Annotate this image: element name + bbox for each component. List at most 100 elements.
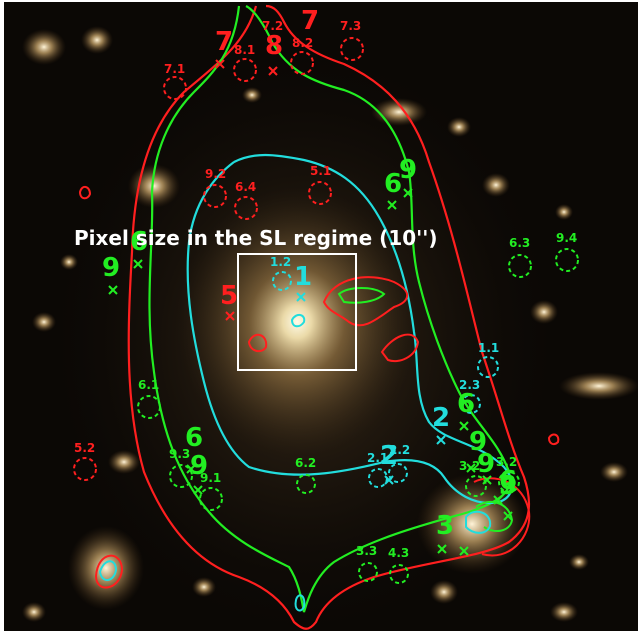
label-6-2: 6.2 xyxy=(295,456,316,470)
galaxy-c xyxy=(242,87,262,103)
x-markers xyxy=(108,59,513,556)
x-marker-green-9se xyxy=(466,463,476,473)
big-label-9-south: 9 xyxy=(190,451,208,481)
label-5-1: 5.1 xyxy=(310,164,331,178)
big-label-9-se: 9 xyxy=(477,449,495,479)
galaxy-c3 xyxy=(60,254,78,270)
label-2-1: 2.1 xyxy=(367,451,388,465)
label-3-2b: 3.2 xyxy=(496,455,517,469)
red-e-contour xyxy=(547,433,560,446)
galaxy-nw xyxy=(22,29,66,65)
galaxy-sw xyxy=(68,526,144,610)
galaxy-w2 xyxy=(32,312,56,332)
big-label-7-right: 7 xyxy=(301,6,319,36)
label-4-3: 4.3 xyxy=(388,546,409,560)
label-9-1: 9.1 xyxy=(200,471,221,485)
cyan-critical-curve xyxy=(186,153,513,505)
x-marker-red-8 xyxy=(268,66,278,76)
galaxy-w3 xyxy=(108,450,140,474)
circle-7-1 xyxy=(163,76,187,100)
label-7-2: 7.2 xyxy=(262,19,283,33)
x-marker-green-3d xyxy=(503,511,513,521)
green-inner-contour xyxy=(337,287,386,304)
big-label-6-se: 6 xyxy=(499,466,517,496)
circle-3-2b xyxy=(498,471,520,493)
cluster-image: 7 8 7 5 1 9 6 6 9 6 9 6 9 2 9 6 3 3 2 7.… xyxy=(4,2,638,631)
label-1-1: 1.1 xyxy=(478,341,499,355)
label-2-2: 2.2 xyxy=(389,443,410,457)
big-label-6-west: 6 xyxy=(130,227,148,257)
red-se-loop xyxy=(473,477,531,557)
galaxy-c5 xyxy=(22,602,46,622)
red-left-contour xyxy=(247,333,268,353)
galaxy-e xyxy=(559,372,638,400)
circle-8-1 xyxy=(233,58,257,82)
galaxy-c2 xyxy=(555,204,573,220)
circle-8-2 xyxy=(290,51,314,75)
circle-9-1 xyxy=(199,487,223,511)
big-label-8: 8 xyxy=(265,31,283,61)
big-label-6-east: 6 xyxy=(457,389,475,419)
lensing-overlay: 7 8 7 5 1 9 6 6 9 6 9 6 9 2 9 6 3 3 2 7.… xyxy=(73,4,579,630)
label-5-2: 5.2 xyxy=(74,441,95,455)
circle-1-1 xyxy=(477,356,499,378)
x-marker-green-3b xyxy=(459,546,469,556)
image-circles xyxy=(73,37,579,584)
label-6-3: 6.3 xyxy=(509,236,530,250)
circle-3-2a xyxy=(465,475,487,497)
big-label-3-south: 3 xyxy=(436,511,454,541)
circle-9-4 xyxy=(555,248,579,272)
x-marker-red-7 xyxy=(215,59,225,69)
x-marker-green-6e xyxy=(459,421,469,431)
x-marker-green-6se xyxy=(482,475,492,485)
x-marker-cyan-2e xyxy=(436,435,446,445)
cyan-se-loop xyxy=(465,510,492,534)
x-marker-green-6w xyxy=(133,259,143,269)
x-marker-cyan-2s xyxy=(384,475,394,485)
circle-2-1 xyxy=(368,468,388,488)
red-inner-contour xyxy=(322,276,409,327)
red-critical-curve xyxy=(127,4,531,630)
label-1-2: 1.2 xyxy=(270,255,291,269)
label-6-4: 6.4 xyxy=(235,180,256,194)
galaxy-e3 xyxy=(600,462,628,482)
galaxy-e2 xyxy=(530,300,558,324)
circle-2-3 xyxy=(461,394,481,414)
big-label-9-east: 9 xyxy=(469,427,487,457)
big-label-7-left: 7 xyxy=(215,27,233,57)
big-label-3-se: 3 xyxy=(499,471,517,501)
x-marker-green-9s xyxy=(193,485,203,495)
circle-5-2 xyxy=(73,457,97,481)
cyan-n-contour xyxy=(294,594,306,612)
x-marker-green-9n xyxy=(403,188,413,198)
galaxy-s xyxy=(430,580,458,604)
circle-6-3 xyxy=(508,254,532,278)
big-labels: 7 8 7 5 1 9 6 6 9 6 9 6 9 2 9 6 3 3 2 xyxy=(102,6,517,541)
pixel-size-box xyxy=(237,253,357,371)
label-7-1: 7.1 xyxy=(164,62,185,76)
x-marker-green-6s xyxy=(186,464,196,474)
circle-6-4 xyxy=(234,196,258,220)
label-2-3: 2.3 xyxy=(459,378,480,392)
circle-9-2 xyxy=(203,184,227,208)
label-3-2a: 3.2 xyxy=(459,459,480,473)
big-label-9-west: 9 xyxy=(102,253,120,283)
label-8-2: 8.2 xyxy=(292,36,313,50)
circle-9-3 xyxy=(169,464,193,488)
label-9-2: 9.2 xyxy=(205,167,226,181)
galaxy-ne2 xyxy=(447,117,471,137)
label-8-1: 8.1 xyxy=(234,43,255,57)
pixel-size-caption: Pixel size in the SL regime (10'') xyxy=(74,226,438,250)
red-small-contour xyxy=(380,333,420,362)
x-marker-green-9w xyxy=(108,285,118,295)
label-3-3: 3.3 xyxy=(356,544,377,558)
x-marker-red-5 xyxy=(225,311,235,321)
circle-6-2 xyxy=(296,474,316,494)
galaxy-se2 xyxy=(569,554,589,570)
galaxy-ne xyxy=(482,173,510,197)
x-marker-green-6n xyxy=(387,200,397,210)
small-labels: 7.1 8.1 7.2 8.2 7.3 9.2 6.4 5.1 1.2 6.3 … xyxy=(74,19,577,560)
label-9-4: 9.4 xyxy=(556,231,577,245)
galaxy-c4 xyxy=(550,602,578,622)
label-6-1: 6.1 xyxy=(138,378,159,392)
